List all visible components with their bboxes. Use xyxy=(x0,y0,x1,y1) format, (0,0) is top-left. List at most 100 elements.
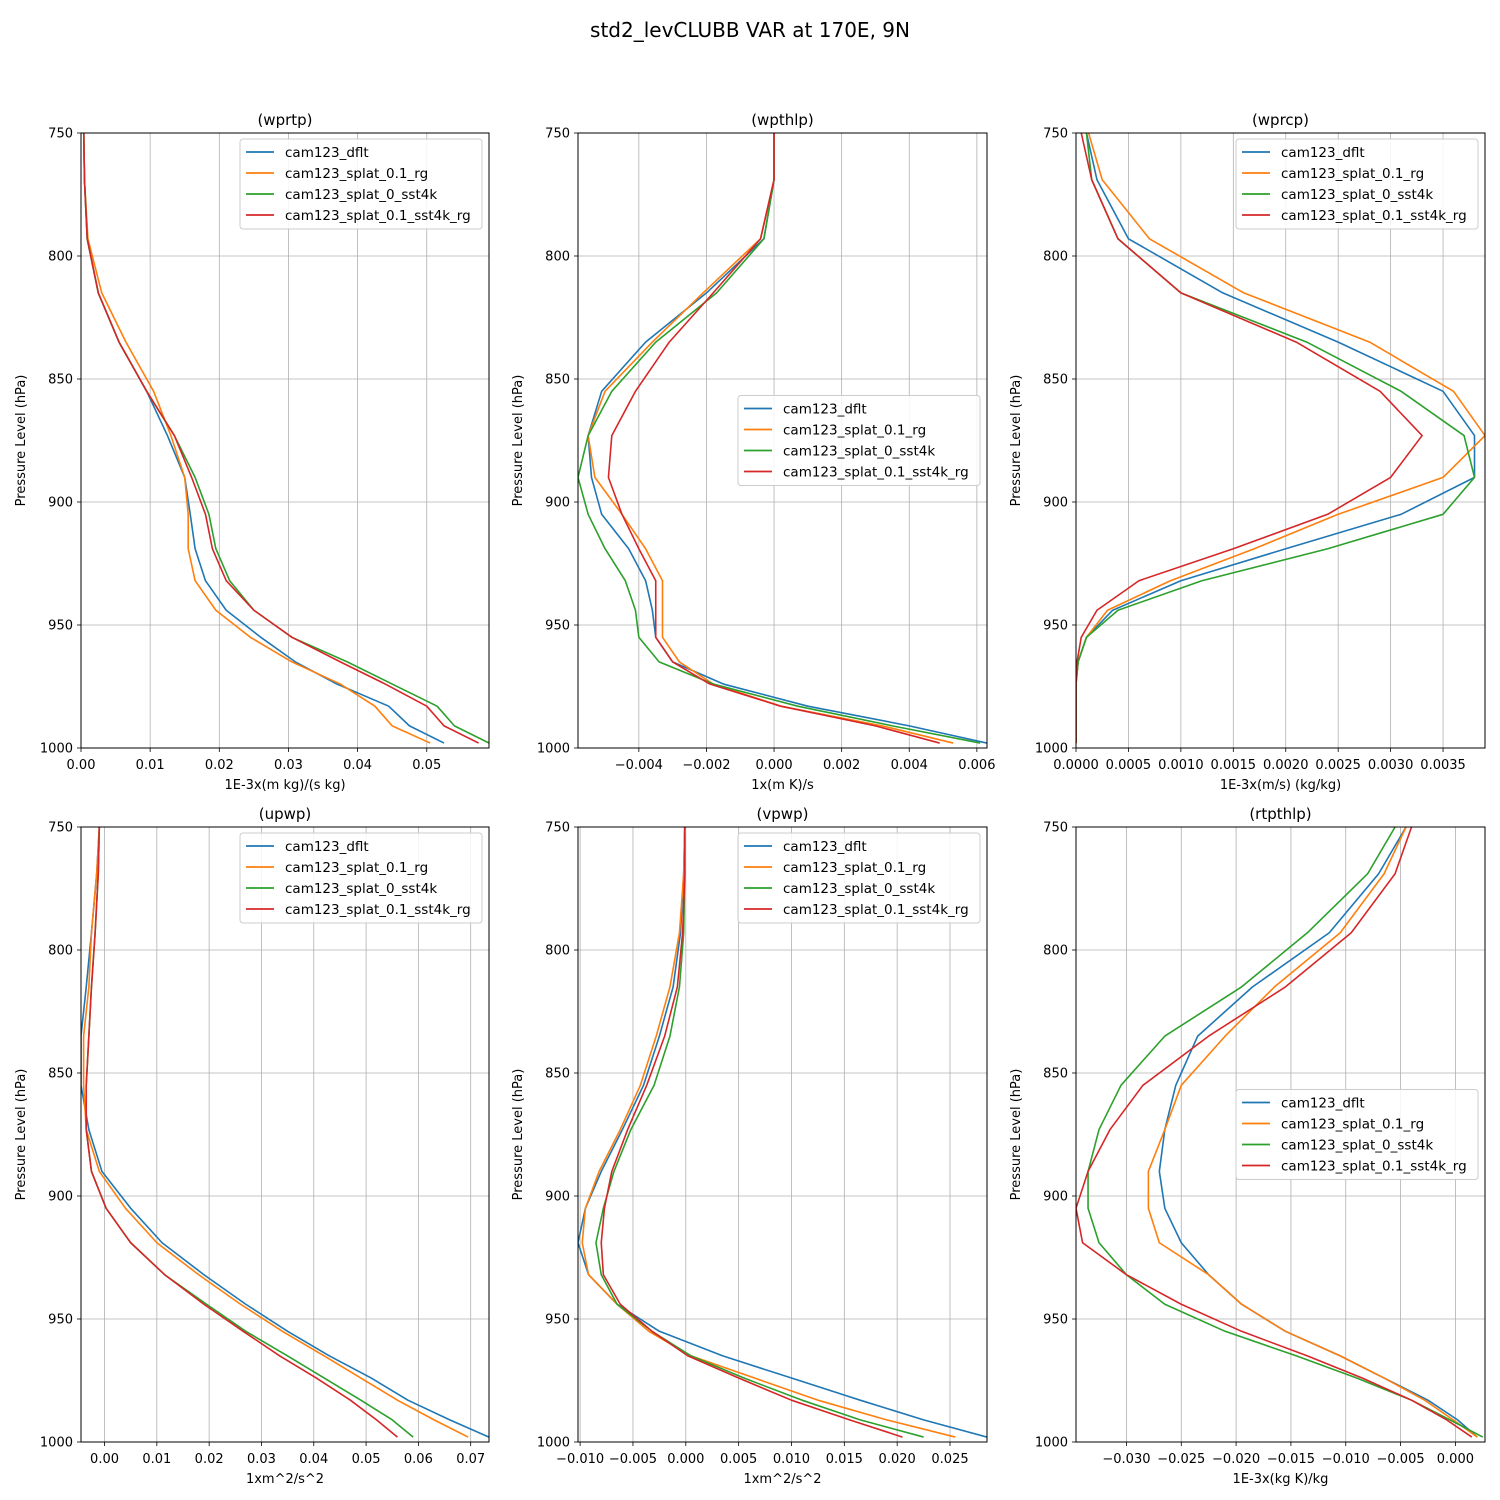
x-tick-label: 0.0030 xyxy=(1368,758,1414,773)
legend-box xyxy=(1235,1089,1479,1180)
x-tick-label: 0.0020 xyxy=(1263,758,1309,773)
axes-frame xyxy=(80,132,490,749)
legend-label: cam123_splat_0.1_rg xyxy=(783,423,926,439)
x-tick-label: 0.010 xyxy=(773,1452,810,1467)
series-line-cam123_splat_0-1_sst4k_rg xyxy=(82,133,479,744)
series-line-cam123_dflt xyxy=(587,133,987,744)
x-tick-label: 0.01 xyxy=(142,1452,171,1467)
series-line-cam123_splat_0-1_rg xyxy=(581,827,956,1438)
x-tick-label: 0.02 xyxy=(195,1452,224,1467)
y-tick-label: 800 xyxy=(48,944,73,959)
x-tick-label: −0.025 xyxy=(1157,1452,1205,1467)
y-axis-label: Pressure Level (hPa) xyxy=(1009,375,1024,507)
y-tick-label: 850 xyxy=(1043,373,1068,388)
y-tick-label: 800 xyxy=(1043,944,1068,959)
subplot-upwp: 0.00 0.01 0.02 0.03 0.04 0.05 0.06 0.07 750 800 85… xyxy=(14,805,490,1487)
x-tick-label: 0.015 xyxy=(826,1452,863,1467)
y-tick-label: 800 xyxy=(545,250,570,265)
legend-label: cam123_dflt xyxy=(1281,1096,1365,1112)
y-tick-label: 800 xyxy=(545,944,570,959)
axes-frame xyxy=(577,132,988,749)
x-tick-label: 0.0025 xyxy=(1315,758,1361,773)
x-tick-label: 0.04 xyxy=(299,1452,328,1467)
x-tick-label: 0.05 xyxy=(412,758,441,773)
series-line-cam123_splat_0_sst4k xyxy=(578,133,981,744)
legend-box xyxy=(737,832,981,924)
y-tick-label: 950 xyxy=(1043,1313,1068,1328)
series-line-cam123_dflt xyxy=(1076,133,1476,744)
y-tick-label: 1000 xyxy=(40,742,73,757)
x-tick-label: −0.005 xyxy=(609,1452,657,1467)
x-tick-label: 0.0005 xyxy=(1106,758,1152,773)
legend-label: cam123_splat_0_sst4k xyxy=(285,187,437,203)
legend-label: cam123_splat_0_sst4k xyxy=(1281,1138,1433,1154)
legend-label: cam123_splat_0.1_rg xyxy=(285,166,428,182)
y-tick-label: 800 xyxy=(48,250,73,265)
series-line-cam123_splat_0-1_rg xyxy=(82,827,469,1438)
x-tick-label: −0.015 xyxy=(1267,1452,1315,1467)
legend-label: cam123_dflt xyxy=(285,839,369,855)
y-tick-label: 750 xyxy=(48,127,73,142)
legend: cam123_dflt cam123_splat_0.1_rg cam123_spl… xyxy=(1235,1089,1479,1180)
x-axis-label: 1xm^2/s^2 xyxy=(246,1472,324,1487)
legend-label: cam123_dflt xyxy=(1281,145,1365,161)
x-tick-label: 0.05 xyxy=(352,1452,381,1467)
subplot-title: (wpthlp) xyxy=(751,111,814,129)
y-tick-label: 1000 xyxy=(40,1436,73,1451)
y-axis-label: Pressure Level (hPa) xyxy=(1009,1069,1024,1201)
y-tick-label: 800 xyxy=(1043,250,1068,265)
series-line-cam123_dflt xyxy=(81,827,489,1438)
legend: cam123_dflt cam123_splat_0.1_rg cam123_spl… xyxy=(239,832,483,924)
y-tick-label: 850 xyxy=(48,373,73,388)
series-line-cam123_splat_0-1_sst4k_rg xyxy=(1076,133,1423,744)
x-tick-label: 0.00 xyxy=(67,758,96,773)
y-tick-label: 900 xyxy=(1043,1190,1068,1205)
y-axis-label: Pressure Level (hPa) xyxy=(511,1069,526,1201)
y-tick-label: 950 xyxy=(48,1313,73,1328)
series-line-cam123_splat_0-1_sst4k_rg xyxy=(607,133,940,744)
subplot-wprtp: 0.00 0.01 0.02 0.03 0.04 0.05 750 800 850 900 950 1… xyxy=(14,111,490,793)
y-tick-label: 750 xyxy=(1043,821,1068,836)
y-tick-label: 750 xyxy=(1043,127,1068,142)
y-tick-label: 900 xyxy=(48,1190,73,1205)
subplot-title: (wprtp) xyxy=(257,111,312,129)
x-tick-label: 0.000 xyxy=(1437,1452,1474,1467)
y-tick-label: 900 xyxy=(545,496,570,511)
legend-label: cam123_splat_0.1_rg xyxy=(1281,166,1424,182)
y-tick-label: 750 xyxy=(48,821,73,836)
series-line-cam123_splat_0_sst4k xyxy=(595,827,924,1438)
x-tick-label: 0.03 xyxy=(247,1452,276,1467)
x-tick-label: 0.020 xyxy=(879,1452,916,1467)
subplot-wpthlp: −0.004 −0.002 0.000 0.002 0.004 0.006 750 800 85… xyxy=(511,111,995,793)
y-tick-label: 750 xyxy=(545,821,570,836)
y-tick-label: 950 xyxy=(1043,619,1068,634)
x-tick-label: 0.0000 xyxy=(1053,758,1099,773)
y-axis-label: Pressure Level (hPa) xyxy=(14,1069,29,1201)
y-tick-label: 900 xyxy=(545,1190,570,1205)
legend-box xyxy=(239,832,483,924)
legend: cam123_dflt cam123_splat_0.1_rg cam123_spl… xyxy=(239,138,483,230)
x-tick-label: 0.000 xyxy=(667,1452,704,1467)
x-tick-label: −0.010 xyxy=(556,1452,604,1467)
x-tick-label: −0.030 xyxy=(1102,1452,1150,1467)
x-tick-label: 0.00 xyxy=(90,1452,119,1467)
y-tick-label: 950 xyxy=(545,619,570,634)
legend-box xyxy=(1235,138,1479,230)
y-axis-label: Pressure Level (hPa) xyxy=(14,375,29,507)
x-tick-label: 0.000 xyxy=(755,758,792,773)
x-tick-label: 0.02 xyxy=(205,758,234,773)
x-axis-label: 1E-3x(m/s) (kg/kg) xyxy=(1220,778,1341,793)
x-tick-label: 0.04 xyxy=(343,758,372,773)
y-axis-label: Pressure Level (hPa) xyxy=(511,375,526,507)
x-axis-label: 1E-3x(kg K)/kg xyxy=(1233,1472,1329,1487)
legend-label: cam123_splat_0.1_sst4k_rg xyxy=(783,902,969,918)
x-tick-label: 0.06 xyxy=(404,1452,433,1467)
x-axis-label: 1x(m K)/s xyxy=(751,778,814,793)
x-tick-label: −0.004 xyxy=(615,758,663,773)
x-axis-label: 1E-3x(m kg)/(s kg) xyxy=(224,778,345,793)
x-tick-label: 0.006 xyxy=(958,758,995,773)
legend-label: cam123_dflt xyxy=(285,145,369,161)
legend-label: cam123_splat_0.1_rg xyxy=(285,860,428,876)
y-tick-label: 1000 xyxy=(1035,1436,1068,1451)
